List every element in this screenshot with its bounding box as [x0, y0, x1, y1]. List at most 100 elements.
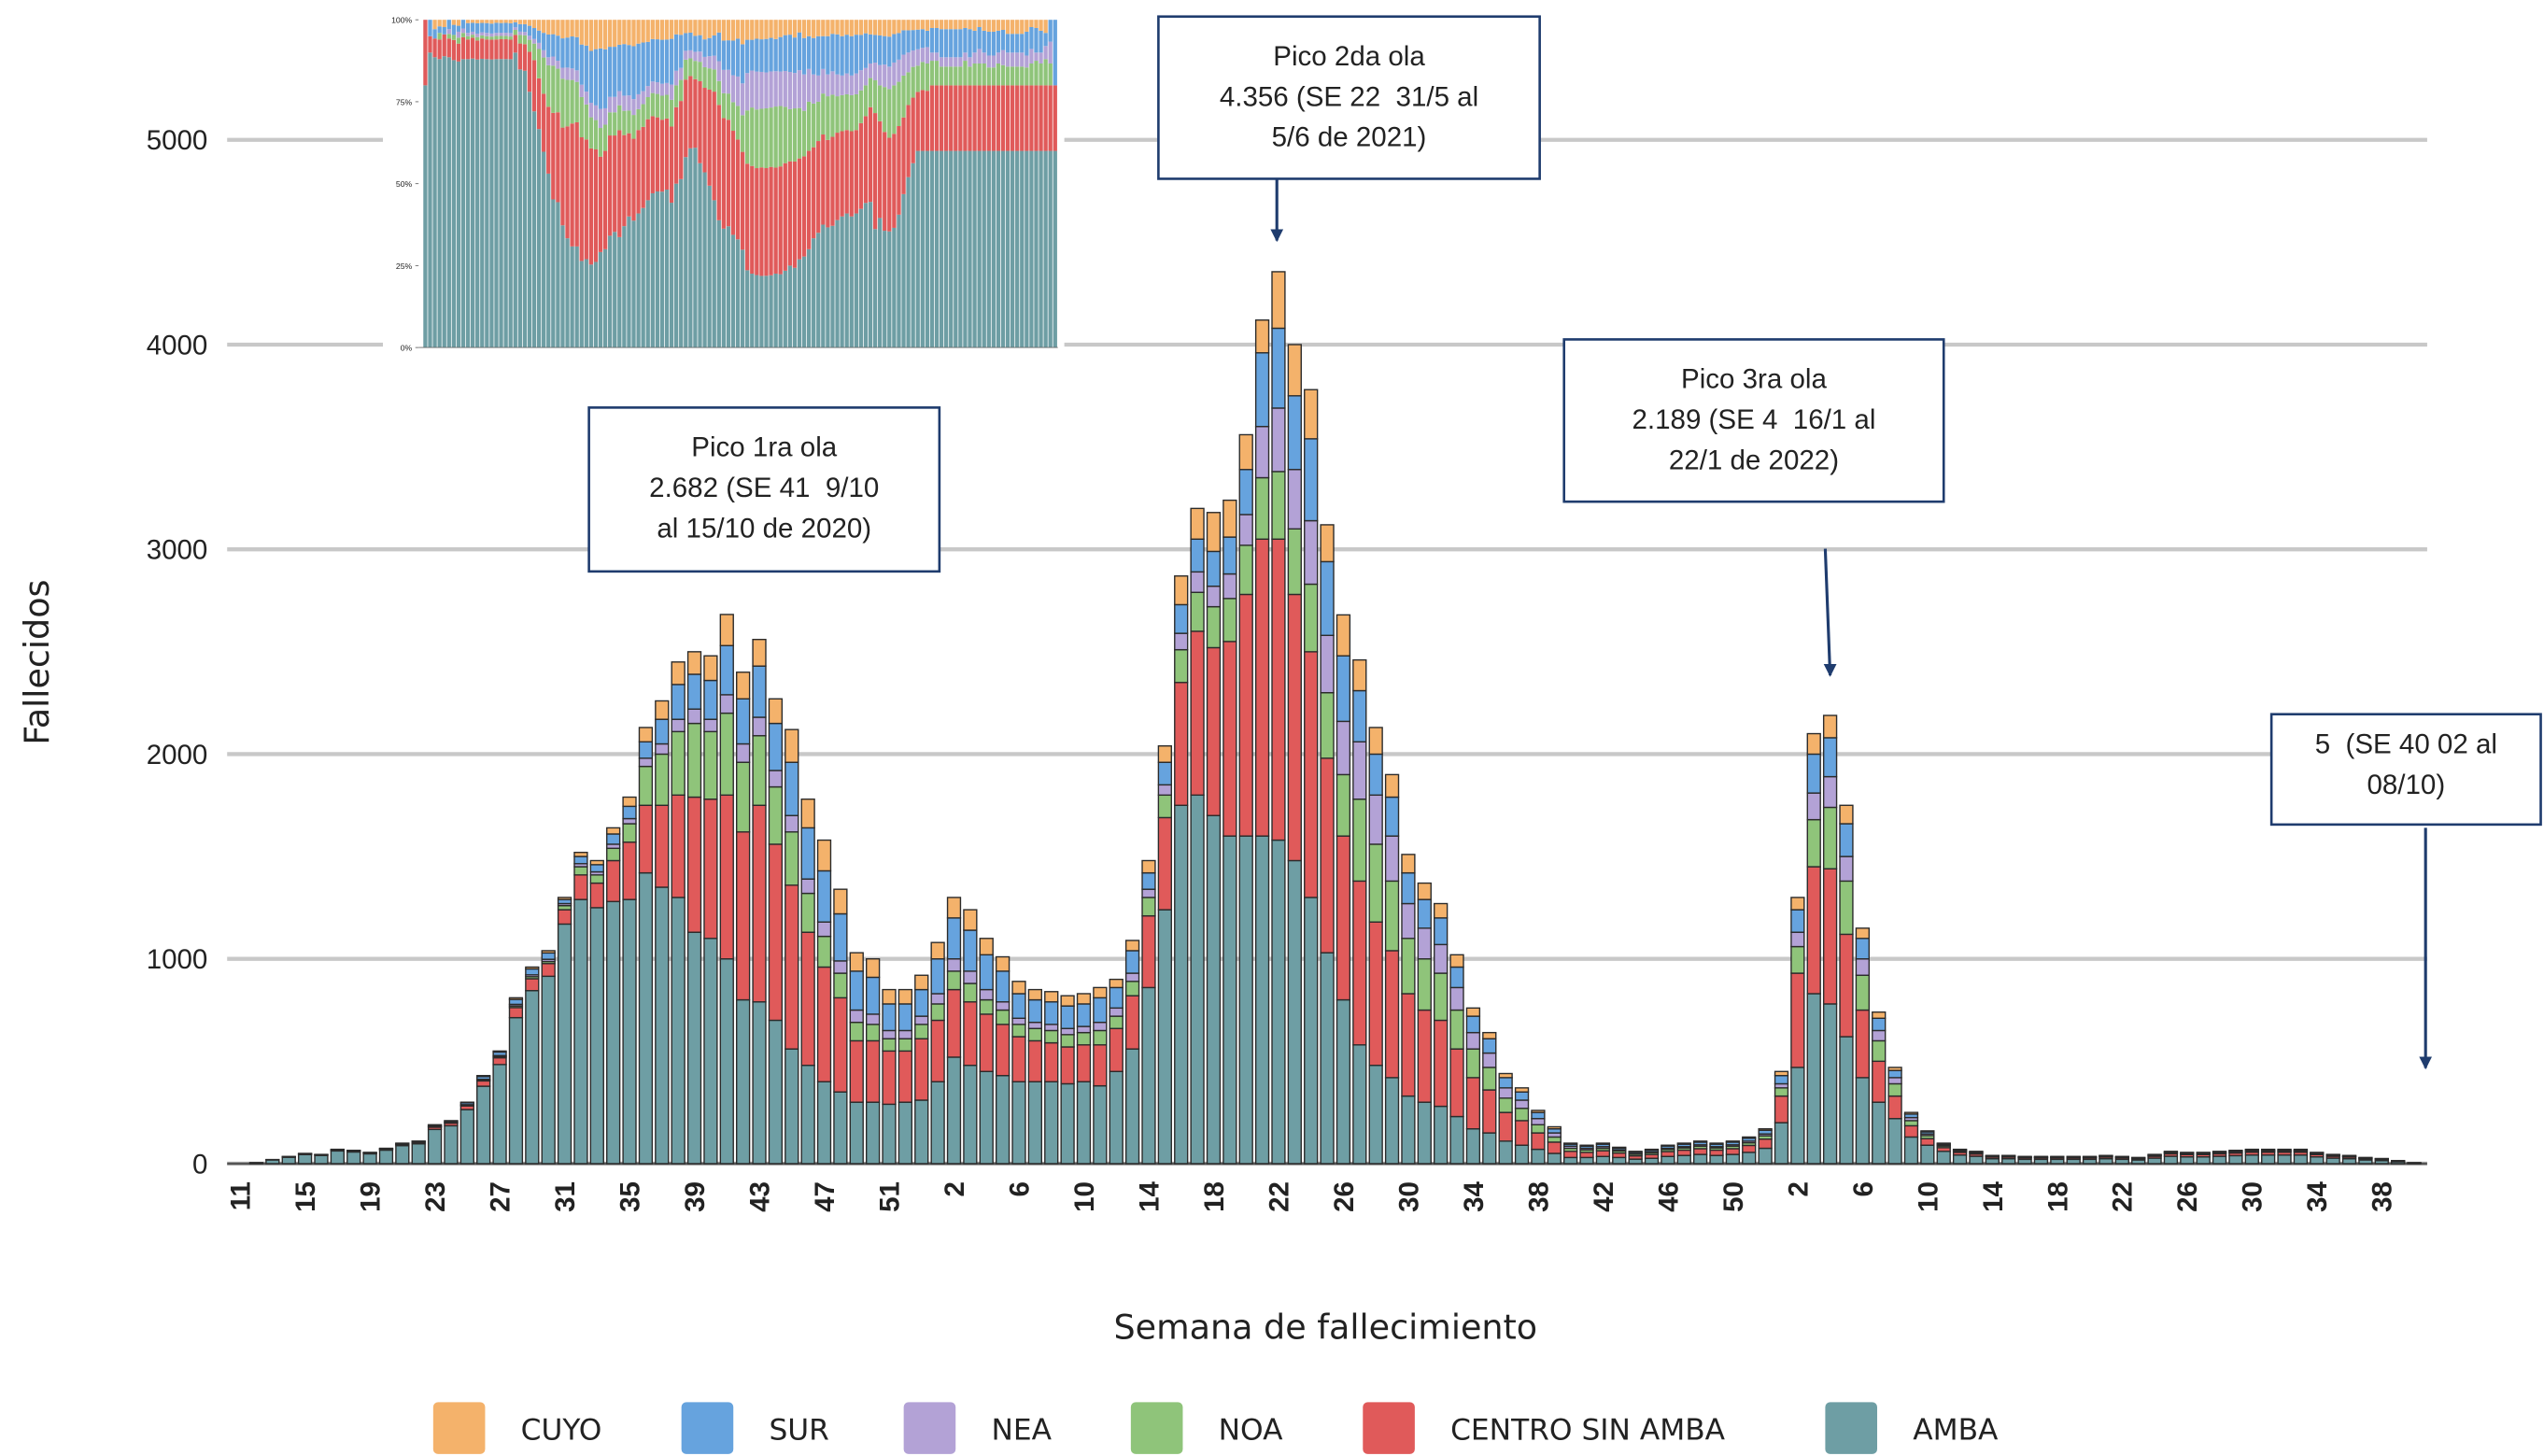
inset-bar-segment — [712, 20, 716, 35]
inset-bar-segment — [588, 103, 594, 118]
inset-bar-segment — [503, 20, 508, 23]
inset-bar-segment — [688, 76, 693, 148]
inset-bar-segment — [750, 165, 755, 275]
bar-segment — [1076, 1025, 1092, 1034]
inset-bar-segment — [982, 63, 986, 86]
inset-bar-segment — [679, 67, 684, 80]
bar-segment — [1368, 753, 1383, 797]
bar-segment — [1044, 1001, 1059, 1025]
bar-segment — [1027, 1021, 1043, 1029]
inset-bar-segment — [858, 20, 864, 35]
inset-bar-segment — [1010, 34, 1015, 53]
inset-bar-segment — [934, 150, 940, 348]
inset-bar-segment — [679, 79, 684, 102]
inset-bar-segment — [688, 49, 693, 59]
inset-bar-segment — [915, 20, 920, 30]
inset-bar-segment — [812, 74, 816, 104]
bar-segment — [1482, 1089, 1497, 1134]
bar-segment — [1855, 1077, 1871, 1165]
inset-bar-segment — [1043, 59, 1048, 86]
bar-segment — [1806, 732, 1821, 756]
inset-bar-segment — [485, 35, 489, 40]
inset-bar-segment — [996, 63, 1001, 86]
bar-segment — [1320, 560, 1335, 637]
bar-segment — [963, 982, 978, 1003]
inset-bar-segment — [527, 39, 532, 52]
inset-bar-segment — [730, 75, 736, 103]
inset-bar-segment — [868, 78, 873, 107]
inset-bar-segment — [816, 233, 821, 348]
inset-bar-segment — [456, 25, 461, 32]
bar-segment — [914, 1015, 929, 1025]
x-tick-label: 35 — [615, 1181, 645, 1212]
inset-bar-segment — [499, 59, 503, 348]
inset-bar-segment — [546, 57, 551, 65]
inset-bar-segment — [868, 202, 873, 348]
inset-bar-segment — [821, 93, 826, 135]
bar-segment — [1709, 1149, 1724, 1156]
bar-segment — [882, 1003, 897, 1032]
bar-segment — [833, 888, 848, 915]
inset-bar-segment — [958, 150, 963, 348]
inset-bar-segment — [968, 85, 972, 151]
bar-segment — [1790, 945, 1805, 974]
inset-bar-segment — [499, 35, 503, 39]
inset-bar-segment — [939, 20, 944, 30]
inset-bar-segment — [485, 59, 489, 348]
bar-segment — [1206, 814, 1222, 1165]
inset-bar-segment — [849, 94, 854, 132]
inset-bar-segment — [1048, 63, 1053, 86]
inset-bar-segment — [726, 20, 731, 41]
bar-segment — [1774, 1122, 1789, 1165]
inset-bar-segment — [602, 20, 608, 49]
inset-bar-segment — [750, 107, 755, 166]
bar-segment — [719, 794, 734, 960]
inset-bar-segment — [513, 29, 517, 35]
bar-segment — [1434, 943, 1449, 974]
bar-segment — [1514, 1108, 1530, 1122]
inset-bar-segment — [925, 47, 930, 64]
inset-bar-segment — [489, 36, 494, 40]
bar-segment — [1903, 1120, 1919, 1127]
bar-segment — [1887, 1095, 1902, 1120]
inset-bar-segment — [693, 78, 698, 148]
inset-bar-segment — [986, 20, 991, 32]
inset-bar-segment — [489, 39, 494, 60]
inset-bar-segment — [602, 107, 608, 125]
bar-segment — [1417, 958, 1432, 1011]
inset-bar-segment — [556, 68, 560, 113]
inset-bar-segment — [517, 35, 522, 44]
inset-bar-segment — [949, 29, 954, 58]
bar-segment — [768, 785, 784, 845]
bar-segment — [833, 1091, 848, 1165]
inset-bar-segment — [943, 150, 949, 348]
inset-bar-segment — [901, 54, 906, 76]
inset-bar-segment — [659, 191, 665, 348]
annotation-text: 08/10) — [2367, 770, 2445, 800]
inset-bar-segment — [816, 35, 821, 76]
inset-bar-segment — [730, 20, 736, 41]
bar-segment — [833, 997, 848, 1093]
inset-bar-segment — [769, 20, 773, 38]
inset-bar-segment — [707, 68, 712, 90]
inset-bar-segment — [806, 248, 812, 348]
inset-bar-segment — [1048, 41, 1053, 64]
inset-bar-segment — [503, 59, 508, 348]
inset-bar-segment — [773, 167, 778, 274]
inset-bar-segment — [844, 73, 849, 94]
inset-bar-segment — [475, 20, 480, 23]
inset-bar-segment — [792, 161, 798, 268]
bar-segment — [2293, 1154, 2309, 1165]
annotation-box — [1562, 338, 1945, 503]
inset-bar-segment — [991, 31, 996, 56]
y-tick-label: 0 — [192, 1149, 207, 1180]
inset-bar-segment — [551, 34, 556, 57]
inset-bar-segment — [536, 30, 542, 43]
inset-bar-segment — [740, 44, 745, 84]
inset-bar-segment — [735, 76, 741, 106]
inset-bar-segment — [812, 238, 816, 348]
inset-bar-segment — [494, 59, 499, 348]
inset-bar-segment — [783, 35, 787, 72]
bar-segment — [1465, 1127, 1481, 1165]
inset-bar-segment — [527, 51, 532, 92]
